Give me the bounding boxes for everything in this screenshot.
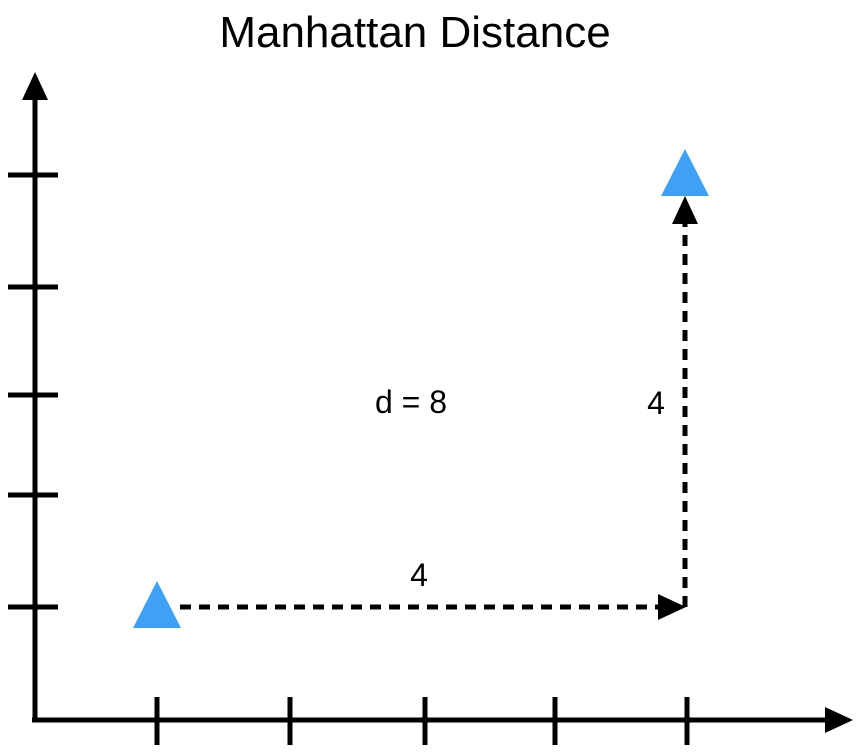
horizontal-segment-label: 4 [410, 557, 428, 593]
x-axis [32, 697, 853, 745]
horizontal-path-arrowhead [658, 594, 686, 620]
vertical-path [672, 196, 698, 607]
distance-label: d = 8 [375, 384, 447, 420]
y-axis-arrowhead [22, 72, 48, 100]
end-point-triangle-icon [661, 149, 709, 196]
y-axis [8, 72, 58, 720]
horizontal-path [180, 594, 686, 620]
vertical-path-arrowhead [672, 196, 698, 224]
diagram-title: Manhattan Distance [219, 8, 610, 57]
x-axis-arrowhead [825, 707, 853, 733]
start-point-triangle-icon [133, 581, 181, 628]
vertical-segment-label: 4 [647, 385, 665, 421]
